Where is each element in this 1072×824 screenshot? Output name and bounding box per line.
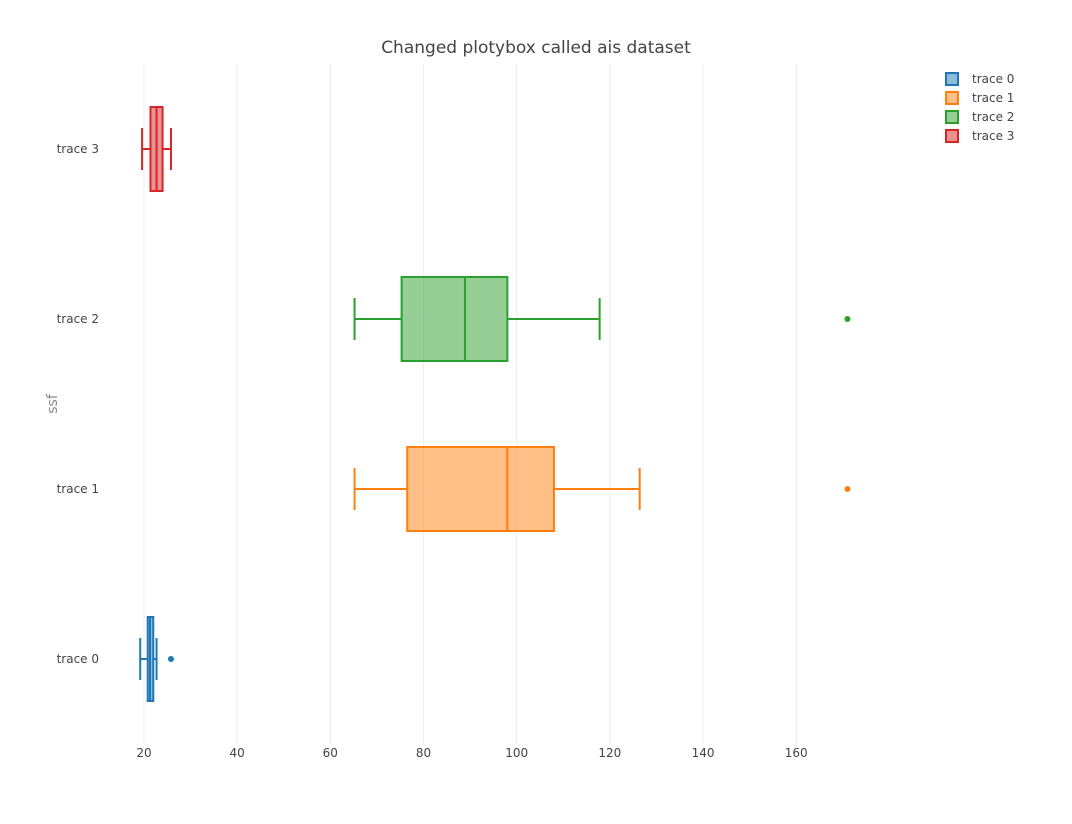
legend-label: trace 1 [972, 91, 1014, 105]
outlier-point [167, 656, 174, 662]
box-trace-2 [353, 276, 851, 362]
legend-swatch [945, 91, 959, 105]
x-tick-label: 40 [229, 746, 244, 760]
legend[interactable]: trace 0 trace 1 trace 2 trace 3 [945, 72, 1014, 143]
x-axis-ticks: 20 40 60 80 100 120 140 160 [136, 746, 807, 760]
legend-label: trace 0 [972, 72, 1014, 86]
legend-item-0[interactable]: trace 0 [945, 72, 1014, 86]
legend-label: trace 3 [972, 129, 1014, 143]
grid-lines [143, 64, 797, 744]
legend-item-2[interactable]: trace 2 [945, 110, 1014, 124]
legend-swatch [945, 72, 959, 86]
legend-item-3[interactable]: trace 3 [945, 129, 1014, 143]
outlier-point [844, 486, 851, 492]
chart-title: Changed plotybox called ais dataset [381, 38, 691, 58]
y-tick-label: trace 1 [57, 482, 99, 496]
y-tick-label: trace 0 [57, 652, 99, 666]
x-tick-label: 140 [692, 746, 715, 760]
x-tick-label: 20 [136, 746, 151, 760]
legend-label: trace 2 [972, 110, 1014, 124]
legend-swatch [945, 129, 959, 143]
box-trace-3 [141, 106, 172, 192]
y-axis-label: ssf [45, 393, 61, 414]
x-tick-label: 80 [416, 746, 431, 760]
y-axis-ticks: trace 0 trace 1 trace 2 trace 3 [57, 142, 99, 666]
box-trace-1 [353, 446, 851, 532]
outlier-point [844, 316, 851, 322]
box-traces [139, 106, 851, 702]
y-tick-label: trace 2 [57, 312, 99, 326]
x-tick-label: 60 [323, 746, 338, 760]
y-tick-label: trace 3 [57, 142, 99, 156]
legend-swatch [945, 110, 959, 124]
box-iqr [400, 276, 509, 362]
legend-item-1[interactable]: trace 1 [945, 91, 1014, 105]
box-iqr [406, 446, 555, 532]
box-trace-0 [139, 616, 174, 702]
x-tick-label: 120 [598, 746, 621, 760]
x-tick-label: 160 [785, 746, 808, 760]
x-tick-label: 100 [505, 746, 528, 760]
